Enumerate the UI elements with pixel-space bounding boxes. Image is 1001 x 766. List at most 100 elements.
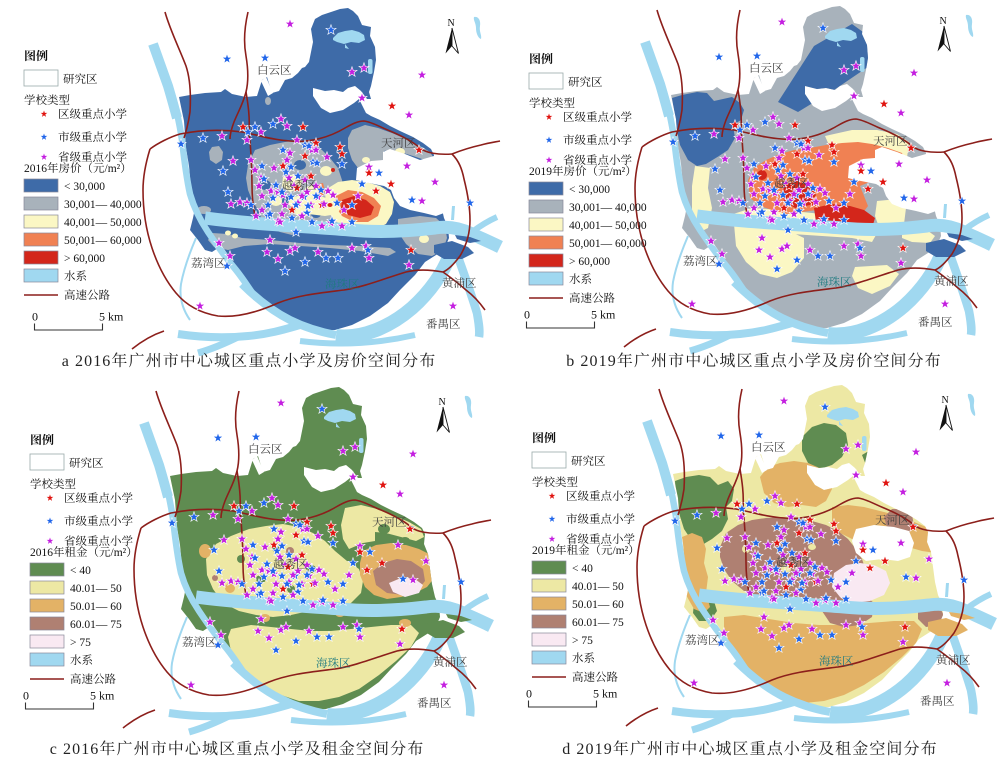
svg-text:白云区: 白云区	[749, 60, 784, 76]
svg-text:5 km: 5 km	[99, 308, 124, 325]
svg-text:N: N	[448, 14, 455, 29]
svg-text:研究区: 研究区	[63, 71, 98, 87]
svg-text:天河区: 天河区	[875, 512, 910, 528]
svg-text:高速公路: 高速公路	[70, 671, 116, 687]
svg-text:50.01— 60: 50.01— 60	[70, 598, 122, 614]
svg-text:省级重点小学: 省级重点小学	[64, 533, 133, 549]
svg-text:荔湾区: 荔湾区	[191, 255, 226, 271]
svg-text:高速公路: 高速公路	[64, 287, 110, 303]
svg-text:番禺区: 番禺区	[426, 316, 461, 332]
svg-text:水系: 水系	[70, 652, 93, 668]
svg-text:学校类型: 学校类型	[30, 476, 76, 492]
svg-text:b 2019年广州市中心城区重点小学及房价空间分布: b 2019年广州市中心城区重点小学及房价空间分布	[566, 348, 942, 371]
svg-text:50.01— 60: 50.01— 60	[572, 596, 624, 612]
svg-text:2016年租金（元/m²）: 2016年租金（元/m²）	[30, 544, 138, 560]
svg-text:白云区: 白云区	[751, 439, 786, 455]
svg-text:越秀区: 越秀区	[774, 175, 809, 191]
svg-text:5 km: 5 km	[90, 687, 115, 704]
svg-text:区级重点小学: 区级重点小学	[58, 106, 127, 122]
svg-text:N: N	[439, 393, 446, 408]
svg-text:区级重点小学: 区级重点小学	[64, 490, 133, 506]
svg-text:< 40: < 40	[572, 560, 593, 576]
svg-text:海珠区: 海珠区	[316, 655, 351, 671]
svg-text:d 2019年广州市中心城区重点小学及租金空间分布: d 2019年广州市中心城区重点小学及租金空间分布	[562, 736, 938, 759]
svg-text:a 2016年广州市中心城区重点小学及房价空间分布: a 2016年广州市中心城区重点小学及房价空间分布	[62, 348, 437, 371]
svg-text:区级重点小学: 区级重点小学	[566, 488, 635, 504]
svg-text:黄浦区: 黄浦区	[934, 273, 969, 289]
svg-text:2019年租金（元/m²）: 2019年租金（元/m²）	[532, 542, 640, 558]
svg-text:海珠区: 海珠区	[325, 276, 360, 292]
svg-text:图例: 图例	[30, 431, 54, 448]
svg-text:天河区: 天河区	[381, 135, 416, 151]
svg-text:水系: 水系	[572, 650, 595, 666]
svg-text:N: N	[942, 391, 949, 406]
svg-text:海珠区: 海珠区	[817, 274, 852, 290]
svg-text:番禺区: 番禺区	[918, 314, 953, 330]
svg-text:黄浦区: 黄浦区	[442, 275, 477, 291]
svg-text:省级重点小学: 省级重点小学	[566, 531, 635, 547]
svg-text:荔湾区: 荔湾区	[182, 634, 217, 650]
svg-text:5 km: 5 km	[591, 306, 616, 323]
svg-text:40,001— 50,000: 40,001— 50,000	[64, 214, 142, 230]
svg-text:> 75: > 75	[572, 632, 593, 648]
svg-text:> 60,000: > 60,000	[64, 250, 105, 266]
svg-text:越秀区: 越秀区	[273, 556, 308, 572]
svg-text:水系: 水系	[64, 268, 87, 284]
svg-text:学校类型: 学校类型	[24, 92, 70, 108]
svg-text:40.01— 50: 40.01— 50	[70, 580, 122, 596]
svg-text:图例: 图例	[529, 50, 553, 67]
svg-text:< 40: < 40	[70, 562, 91, 578]
svg-text:市级重点小学: 市级重点小学	[64, 513, 133, 529]
svg-text:市级重点小学: 市级重点小学	[58, 129, 127, 145]
svg-text:40,001— 50,000: 40,001— 50,000	[569, 217, 647, 233]
svg-text:黄浦区: 黄浦区	[936, 652, 971, 668]
svg-text:白云区: 白云区	[248, 441, 283, 457]
svg-text:越秀区: 越秀区	[776, 554, 811, 570]
svg-text:天河区: 天河区	[873, 133, 908, 149]
svg-text:0: 0	[23, 687, 29, 704]
svg-text:2016年房价（元/m²）: 2016年房价（元/m²）	[24, 160, 132, 176]
svg-text:40.01— 50: 40.01— 50	[572, 578, 624, 594]
svg-text:0: 0	[32, 308, 38, 325]
svg-text:研究区: 研究区	[69, 455, 104, 471]
svg-text:30,001— 40,000: 30,001— 40,000	[569, 199, 647, 215]
svg-text:60.01— 75: 60.01— 75	[70, 616, 122, 632]
svg-text:番禺区: 番禺区	[920, 693, 955, 709]
svg-text:荔湾区: 荔湾区	[683, 253, 718, 269]
svg-text:60.01— 75: 60.01— 75	[572, 614, 624, 630]
svg-text:0: 0	[526, 685, 532, 702]
svg-text:> 75: > 75	[70, 634, 91, 650]
svg-text:< 30,000: < 30,000	[569, 181, 610, 197]
svg-text:图例: 图例	[24, 47, 48, 64]
svg-text:海珠区: 海珠区	[819, 653, 854, 669]
svg-text:市级重点小学: 市级重点小学	[566, 511, 635, 527]
svg-text:> 60,000: > 60,000	[569, 253, 610, 269]
svg-text:图例: 图例	[532, 429, 556, 446]
svg-text:c 2016年广州市中心城区重点小学及租金空间分布: c 2016年广州市中心城区重点小学及租金空间分布	[50, 736, 425, 759]
svg-text:省级重点小学: 省级重点小学	[563, 152, 632, 168]
svg-text:高速公路: 高速公路	[572, 669, 618, 685]
svg-text:番禺区: 番禺区	[417, 695, 452, 711]
svg-text:市级重点小学: 市级重点小学	[563, 132, 632, 148]
svg-text:越秀区: 越秀区	[282, 177, 317, 193]
svg-text:2019年房价（元/m²）: 2019年房价（元/m²）	[529, 163, 637, 179]
svg-text:高速公路: 高速公路	[569, 290, 615, 306]
svg-text:白云区: 白云区	[257, 62, 292, 78]
svg-text:天河区: 天河区	[372, 514, 407, 530]
svg-text:区级重点小学: 区级重点小学	[563, 109, 632, 125]
svg-text:< 30,000: < 30,000	[64, 178, 105, 194]
svg-text:30,001— 40,000: 30,001— 40,000	[64, 196, 142, 212]
svg-text:研究区: 研究区	[571, 453, 606, 469]
svg-text:省级重点小学: 省级重点小学	[58, 149, 127, 165]
svg-text:0: 0	[524, 306, 530, 323]
svg-text:研究区: 研究区	[568, 74, 603, 90]
svg-text:5 km: 5 km	[593, 685, 618, 702]
svg-text:学校类型: 学校类型	[532, 474, 578, 490]
svg-text:黄浦区: 黄浦区	[433, 654, 468, 670]
svg-text:50,001— 60,000: 50,001— 60,000	[64, 232, 142, 248]
svg-text:荔湾区: 荔湾区	[685, 632, 720, 648]
svg-text:50,001— 60,000: 50,001— 60,000	[569, 235, 647, 251]
svg-text:水系: 水系	[569, 271, 592, 287]
svg-text:N: N	[940, 12, 947, 27]
svg-text:学校类型: 学校类型	[529, 95, 575, 111]
